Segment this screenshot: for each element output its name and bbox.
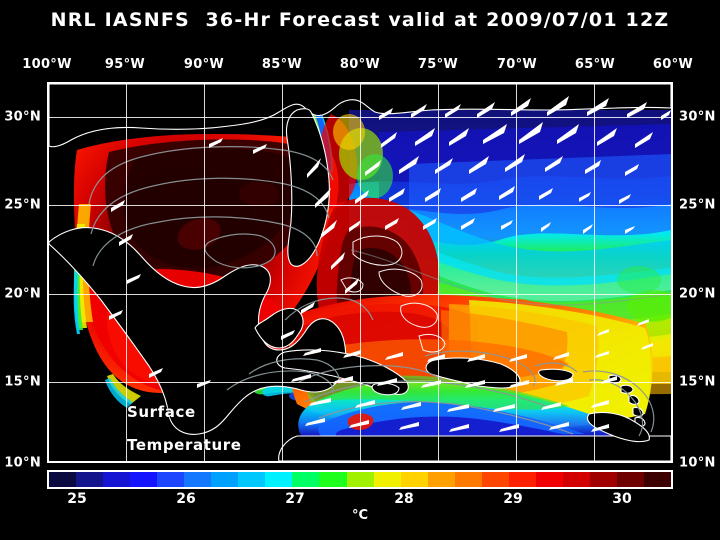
colorbar-cell — [76, 472, 104, 487]
colorbar-cell — [535, 472, 563, 487]
grid-line-lon — [204, 84, 205, 461]
colorbar-cell — [508, 472, 536, 487]
lon-tick-label: 80°W — [339, 57, 381, 72]
grid-line-lat — [49, 117, 671, 118]
colorbar-cell — [589, 472, 617, 487]
colorbar-tick-label: 30 — [612, 491, 632, 507]
annotation-line-1: Surface — [127, 403, 196, 421]
lon-tick-label: 65°W — [574, 57, 616, 72]
colorbar-cell — [644, 472, 672, 487]
lon-tick-label: 60°W — [652, 57, 694, 72]
colorbar-cell — [184, 472, 212, 487]
lon-tick-label: 75°W — [417, 57, 459, 72]
colorbar-cell — [400, 472, 428, 487]
colorbar-cell — [454, 472, 482, 487]
grid-line-lon — [360, 84, 361, 461]
grid-line-lat — [49, 382, 671, 383]
map-plot-area[interactable]: Surface Temperature — [47, 82, 673, 463]
colorbar-cell — [265, 472, 293, 487]
lat-tick-label-left: 10°N — [4, 455, 41, 471]
annotation-line-2: Temperature — [127, 436, 242, 454]
map-canvas — [49, 84, 671, 461]
lat-tick-label-right: 15°N — [679, 374, 716, 390]
lon-tick-label: 85°W — [261, 57, 303, 72]
lon-tick-label: 100°W — [22, 57, 72, 72]
colorbar-cell — [346, 472, 374, 487]
colorbar-tick-label: 28 — [394, 491, 414, 507]
colorbar-cell — [49, 472, 77, 487]
lat-tick-label-right: 25°N — [679, 197, 716, 213]
colorbar[interactable] — [47, 470, 673, 489]
figure-title: NRL IASNFS 36-Hr Forecast valid at 2009/… — [50, 9, 670, 31]
colorbar-cell — [211, 472, 239, 487]
grid-line-lon — [594, 84, 595, 461]
grid-line-lat — [49, 294, 671, 295]
lon-tick-label: 70°W — [496, 57, 538, 72]
colorbar-cell — [616, 472, 645, 487]
colorbar-cell — [130, 472, 158, 487]
colorbar-cell — [319, 472, 347, 487]
grid-line-lon — [438, 84, 439, 461]
sst-field — [49, 84, 671, 461]
grid-line-lat — [49, 205, 671, 206]
lat-tick-label-left: 25°N — [4, 197, 41, 213]
colorbar-tick-label: 27 — [285, 491, 305, 507]
lat-tick-label-right: 10°N — [679, 455, 716, 471]
colorbar-cell — [103, 472, 131, 487]
colorbar-tick-label: 29 — [503, 491, 523, 507]
colorbar-unit-label: °C — [351, 508, 369, 523]
lon-tick-label: 90°W — [183, 57, 225, 72]
colorbar-cell — [373, 472, 401, 487]
lat-tick-label-left: 15°N — [4, 374, 41, 390]
lat-tick-label-right: 20°N — [679, 286, 716, 302]
colorbar-cell — [238, 472, 266, 487]
lon-tick-label: 95°W — [104, 57, 146, 72]
grid-line-lon — [516, 84, 517, 461]
variable-annotation: Surface Temperature — [127, 396, 242, 461]
colorbar-cell — [427, 472, 455, 487]
lat-tick-label-right: 30°N — [679, 109, 716, 125]
colorbar-cell — [562, 472, 590, 487]
colorbar-tick-label: 25 — [67, 491, 87, 507]
grid-line-lon — [126, 84, 127, 461]
lat-tick-label-left: 30°N — [4, 109, 41, 125]
colorbar-tick-label: 26 — [176, 491, 196, 507]
colorbar-cell — [157, 472, 185, 487]
colorbar-cell — [292, 472, 320, 487]
lat-tick-label-left: 20°N — [4, 286, 41, 302]
colorbar-cell — [481, 472, 509, 487]
grid-line-lon — [282, 84, 283, 461]
